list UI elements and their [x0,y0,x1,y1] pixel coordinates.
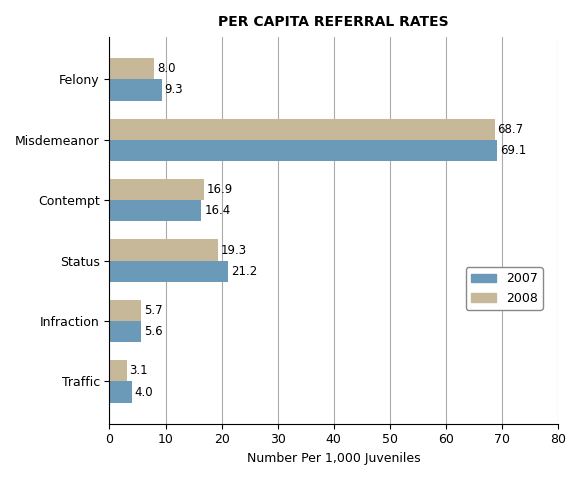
Text: 5.6: 5.6 [144,325,162,338]
Bar [109,200,202,221]
Bar [109,321,141,342]
Text: 16.9: 16.9 [207,183,234,196]
Bar [109,240,218,261]
Bar [109,58,155,79]
Text: 8.0: 8.0 [157,62,175,75]
Text: 19.3: 19.3 [220,243,246,256]
Bar [109,382,132,403]
X-axis label: Number Per 1,000 Juveniles: Number Per 1,000 Juveniles [247,452,421,465]
Text: 21.2: 21.2 [231,264,257,278]
Bar [109,179,205,200]
Text: 9.3: 9.3 [164,84,183,96]
Bar [109,360,127,382]
Legend: 2007, 2008: 2007, 2008 [466,267,543,310]
Text: 16.4: 16.4 [205,204,231,217]
Title: PER CAPITA REFERRAL RATES: PER CAPITA REFERRAL RATES [218,15,449,29]
Text: 3.1: 3.1 [130,364,148,377]
Bar [109,119,494,140]
Bar [109,261,228,282]
Bar [109,79,162,100]
Bar [109,300,141,321]
Text: 69.1: 69.1 [500,144,526,157]
Bar [109,140,497,161]
Text: 5.7: 5.7 [144,304,163,317]
Text: 68.7: 68.7 [497,123,523,136]
Text: 4.0: 4.0 [135,385,153,398]
